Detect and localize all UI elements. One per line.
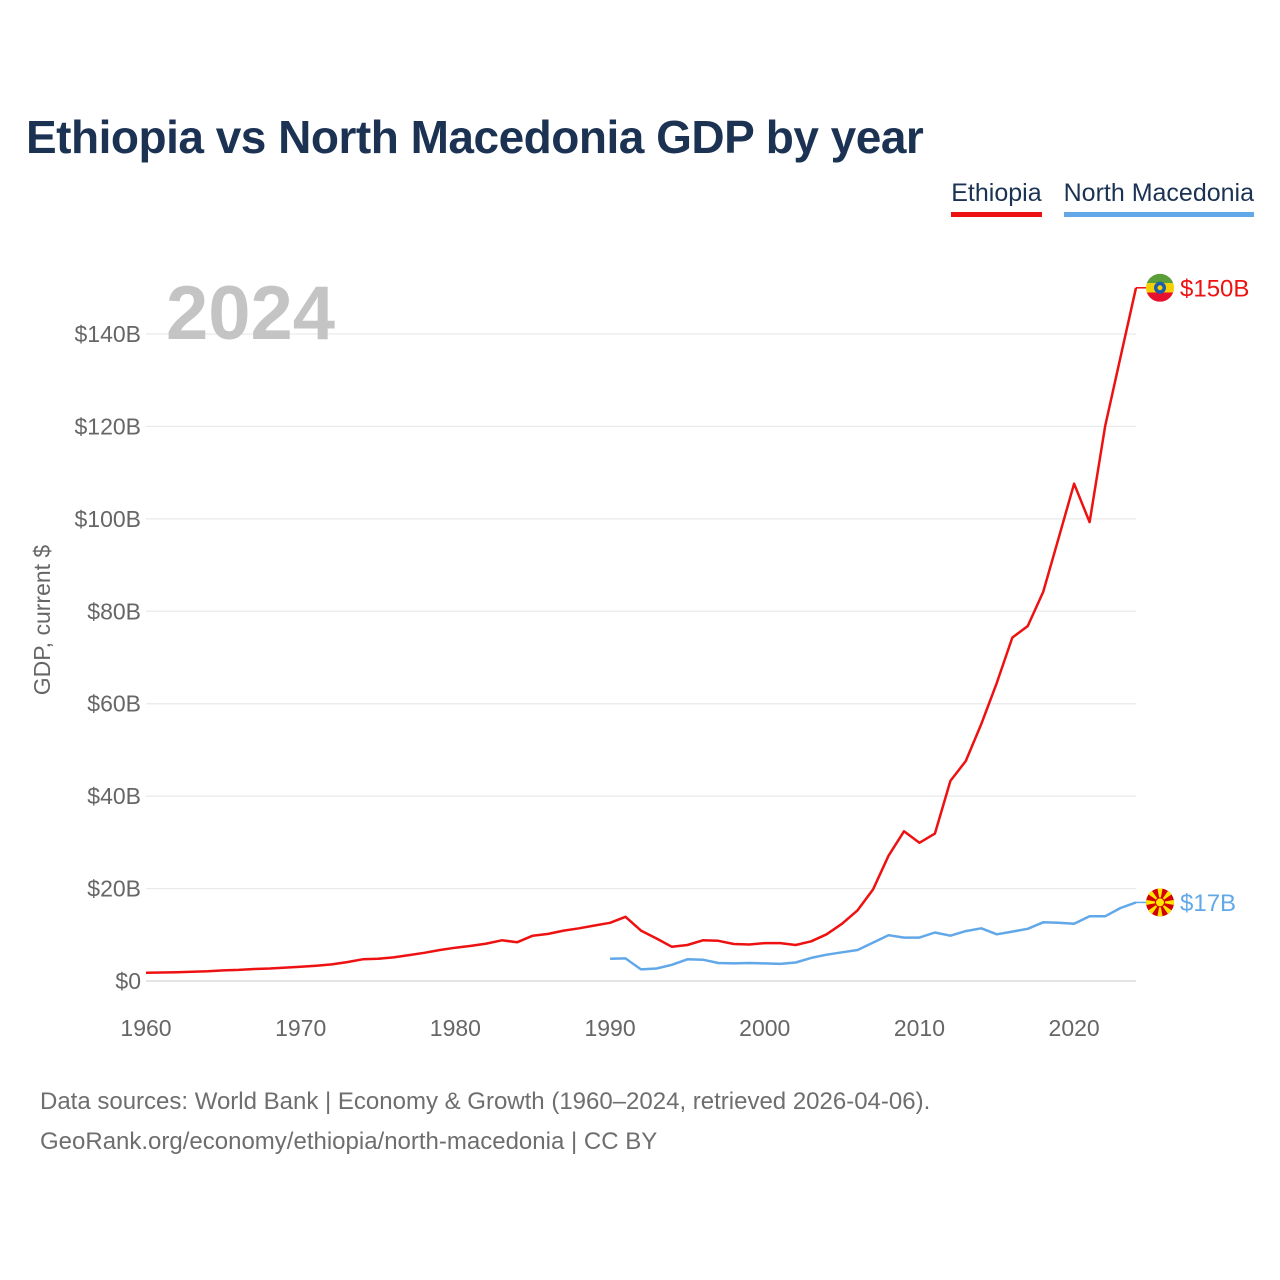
flag-stripe [1146,273,1174,284]
ethiopia-flag-icon [1146,273,1174,302]
series-lines [145,287,1138,974]
y-axis-label: GDP, current $ [29,545,55,696]
y-tick-label: $120B [74,413,141,439]
north-macedonia-flag-icon [1146,888,1174,917]
x-tick-label: 1980 [430,1015,481,1041]
y-tick-label: $40B [87,783,141,809]
y-tick-label: $0 [115,968,141,994]
chart-title: Ethiopia vs North Macedonia GDP by year [26,111,924,163]
series-line-ethiopia [145,287,1138,974]
x-tick-label: 1960 [120,1015,171,1041]
y-tick-label: $80B [87,598,141,624]
y-tick-label: $140B [74,321,141,347]
y-tick-label: $20B [87,876,141,902]
y-tick-label: $60B [87,691,141,717]
x-tick-label: 1970 [275,1015,326,1041]
gridlines [146,333,1136,982]
legend: Ethiopia North Macedonia [951,179,1254,217]
flag-body [1146,273,1174,302]
series-line-north-macedonia [610,901,1137,971]
source-line-1: Data sources: World Bank | Economy & Gro… [40,1088,931,1115]
flag-ray [1146,899,1160,906]
year-watermark: 2024 [166,271,335,356]
x-tick-label: 2010 [894,1015,945,1041]
end-label-north-macedonia: $17B [1180,890,1236,917]
source-line-2[interactable]: GeoRank.org/economy/ethiopia/north-maced… [40,1128,658,1155]
x-axis-ticks: 1960 1970 1980 1990 2000 2010 2020 [120,1015,1099,1041]
x-tick-label: 2000 [739,1015,790,1041]
y-axis-ticks: $0 $20B $40B $60B $80B $100B $120B $140B [74,321,141,994]
flag-ray [1157,888,1163,903]
x-tick-label: 1990 [584,1015,635,1041]
flag-star [1157,285,1163,291]
flag-ray [1157,902,1163,917]
legend-item-ethiopia[interactable]: Ethiopia [951,179,1042,217]
y-tick-label: $100B [74,506,141,532]
flag-body [1146,888,1174,917]
flag-sun [1155,897,1165,908]
source-note: Data sources: World Bank | Economy & Gro… [40,1082,930,1162]
end-labels: $150B $17B [1136,273,1249,917]
legend-item-north-macedonia[interactable]: North Macedonia [1063,179,1254,217]
flag-stripe [1146,292,1174,302]
x-tick-label: 2020 [1049,1015,1100,1041]
flag-ray [1160,899,1174,906]
end-label-ethiopia: $150B [1180,275,1249,302]
